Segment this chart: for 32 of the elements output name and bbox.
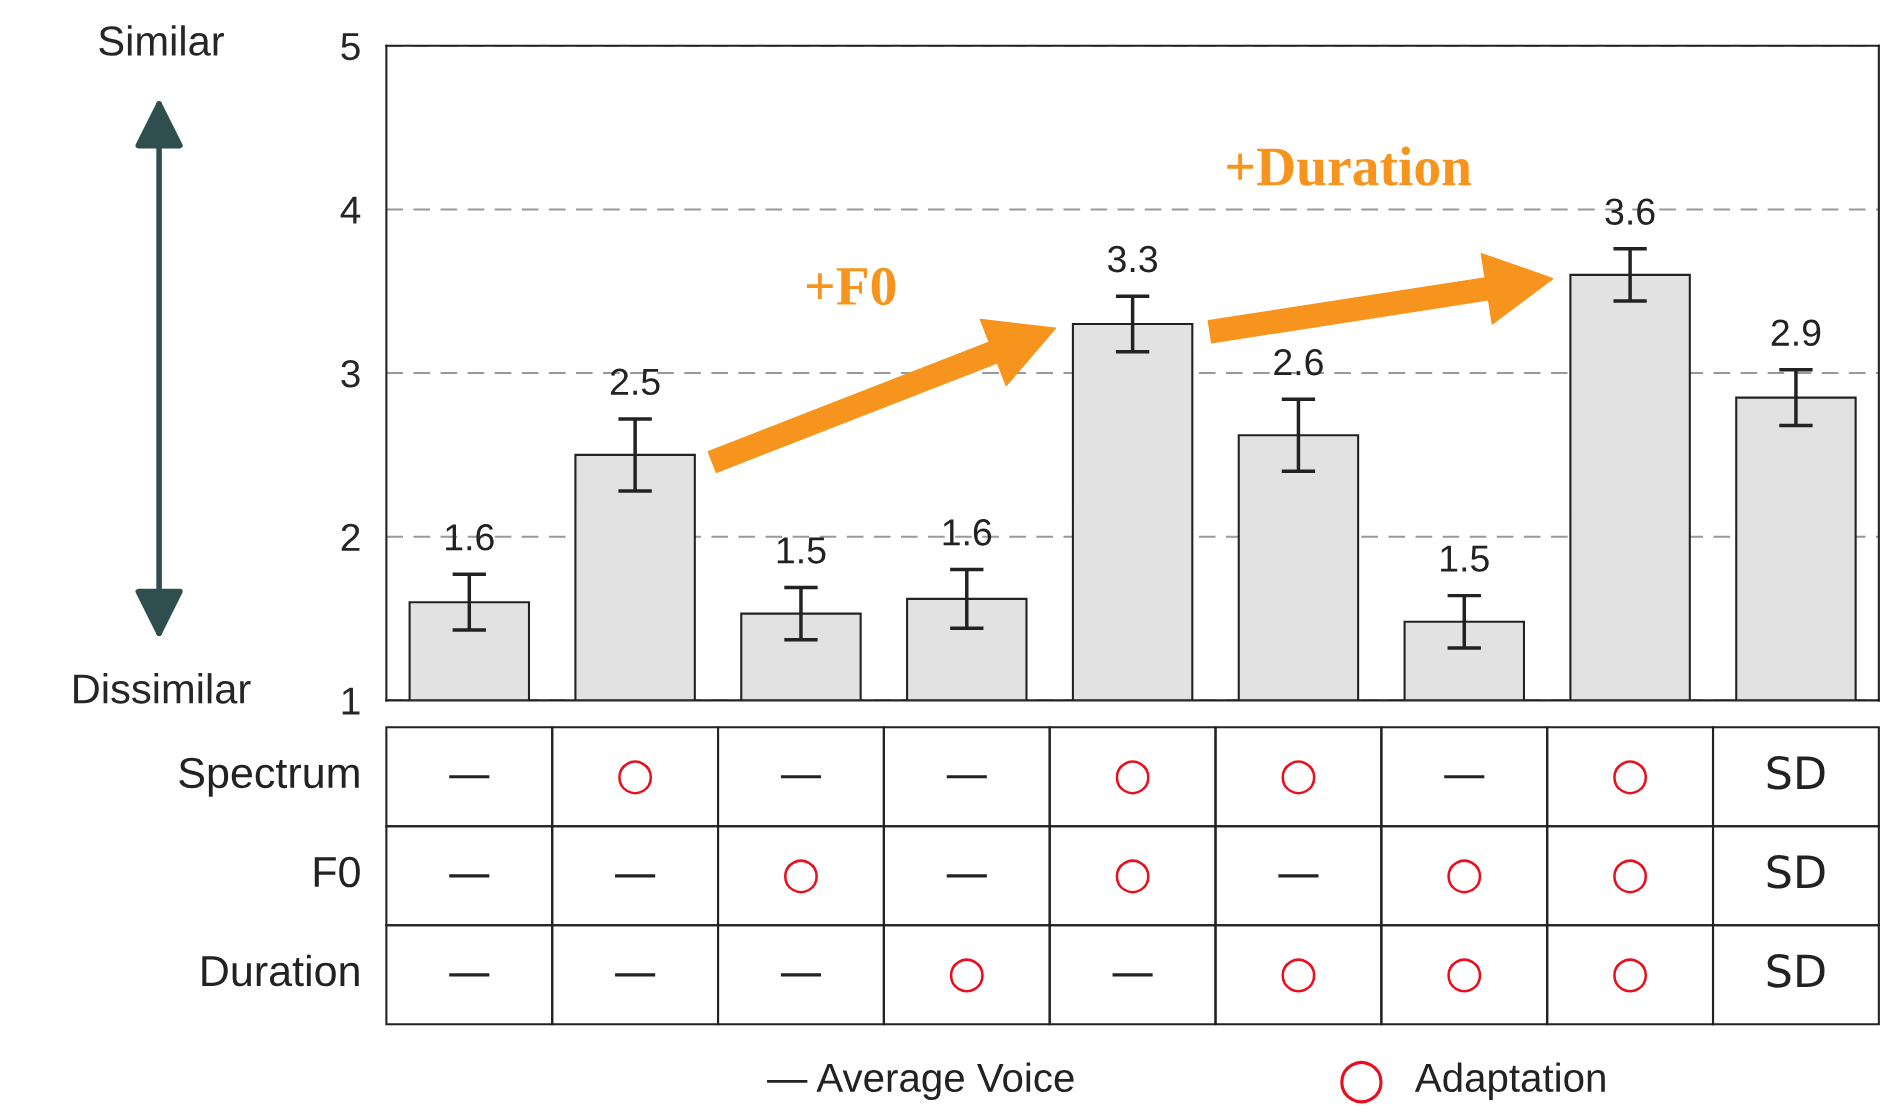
category-label: — — —	[449, 775, 490, 977]
category-label: ○ — —	[615, 760, 656, 977]
y-tick-label: 3	[341, 360, 360, 388]
y-tick-label: 4	[340, 196, 361, 224]
data-label: 2.5	[610, 368, 660, 396]
data-label: 2.6	[1274, 348, 1323, 376]
data-label: 3.3	[1107, 245, 1158, 273]
data-label: 1.5	[777, 537, 826, 564]
y-tick-label: 1	[342, 687, 360, 715]
category-label: SD SD SD	[1767, 755, 1825, 988]
y-tick-label: 2	[341, 523, 360, 551]
data-label: 2.9	[1771, 319, 1821, 347]
text: Similar	[99, 25, 224, 56]
text: F0	[314, 856, 360, 888]
text: Duration	[202, 954, 359, 987]
category-label: — — ○	[946, 775, 987, 993]
annotation: +F0	[806, 267, 896, 306]
data-label: 1.5	[1441, 545, 1489, 572]
text: — Average Voice	[767, 1062, 1074, 1101]
text: Dissimilar	[74, 673, 251, 704]
data-label: 3.6	[1605, 198, 1655, 225]
category-label: — ○ —	[780, 775, 822, 977]
category-label: ○ — ○	[1278, 760, 1319, 993]
data-label: 1.6	[446, 524, 494, 551]
y-tick-label: 5	[341, 33, 360, 61]
category-label: ○ ○ ○	[1613, 760, 1648, 993]
category-label: — ○ ○	[1444, 775, 1485, 993]
text: ○ Adaptation	[1340, 1060, 1605, 1104]
data-label: 1.6	[943, 519, 992, 546]
text: Spectrum	[179, 757, 359, 797]
category-label: ○ ○ —	[1112, 760, 1153, 977]
annotation: +Duration	[1227, 146, 1472, 186]
